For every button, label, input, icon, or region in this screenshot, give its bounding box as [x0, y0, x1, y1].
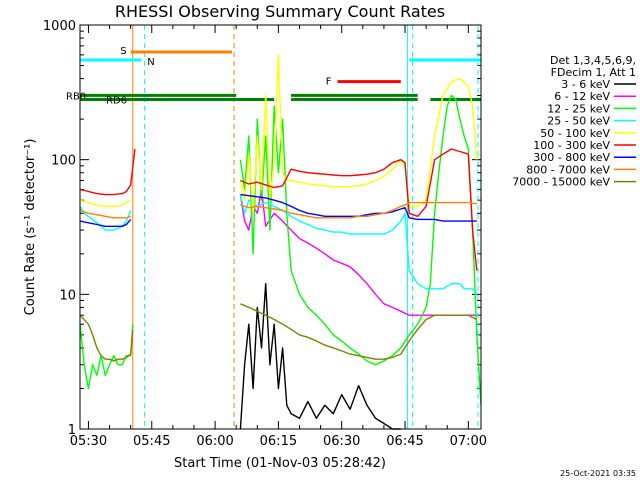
legend-entry: 300 - 800 keV — [533, 151, 610, 164]
state-bar-label: N — [147, 57, 154, 68]
series-line — [239, 283, 401, 430]
series-line — [239, 188, 477, 316]
legend-entry: 50 - 100 keV — [540, 127, 610, 140]
series-line — [79, 148, 478, 271]
state-bar-label: RD6 — [106, 95, 127, 106]
series-line — [79, 193, 477, 227]
x-tick-label: 06:30 — [323, 434, 360, 449]
vertical-markers — [132, 25, 479, 429]
x-tick-label: 05:45 — [133, 434, 170, 449]
state-bar-label: F — [326, 77, 332, 88]
series-line — [79, 303, 478, 362]
legend-header: Det 1,3,4,5,6,9, — [550, 54, 636, 67]
x-tick-label: 06:00 — [196, 434, 233, 449]
x-axis-label: Start Time (01-Nov-03 05:28:42) — [174, 456, 386, 471]
series-lines — [79, 54, 482, 430]
legend-entry: 25 - 50 keV — [547, 115, 610, 128]
axes: 05:30 05:45 06:00 06:15 06:30 06:45 07:00 1 10 10… — [43, 19, 487, 449]
plot-frame — [79, 24, 482, 430]
series-line — [79, 54, 478, 214]
y-tick-label: 1000 — [43, 19, 76, 34]
chart-title: RHESSI Observing Summary Count Rates — [115, 2, 445, 21]
x-tick-label: 06:15 — [260, 434, 297, 449]
state-bar-label: RB0 — [66, 91, 86, 102]
legend-entry: 3 - 6 keV — [561, 78, 610, 91]
series-line — [79, 94, 482, 406]
y-tick-label: 100 — [51, 154, 76, 169]
x-tick-label: 07:00 — [450, 434, 487, 449]
state-bars: S N F RB0 RD6 — [66, 46, 481, 106]
x-tick-label: 06:45 — [386, 434, 423, 449]
x-tick-label: 05:30 — [70, 434, 107, 449]
legend-header: FDecim 1, Att 1 — [551, 66, 636, 79]
footer-date: 25-Oct-2021 03:35 — [560, 469, 636, 478]
series-line — [79, 201, 477, 219]
state-bar-label: S — [120, 46, 126, 57]
legend-entry: 6 - 12 keV — [554, 90, 610, 103]
legend-entry: 800 - 7000 keV — [526, 163, 610, 176]
y-tick-label: 10 — [59, 288, 76, 303]
y-tick-label: 1 — [68, 423, 76, 438]
legend: Det 1,3,4,5,6,9,FDecim 1, Att 13 - 6 keV… — [512, 54, 636, 189]
legend-entry: 100 - 300 keV — [533, 139, 610, 152]
y-axis-label: Count Rate (s⁻¹ detector⁻¹) — [23, 139, 38, 316]
legend-entry: 7000 - 15000 keV — [512, 176, 610, 189]
legend-entry: 12 - 25 keV — [547, 102, 610, 115]
